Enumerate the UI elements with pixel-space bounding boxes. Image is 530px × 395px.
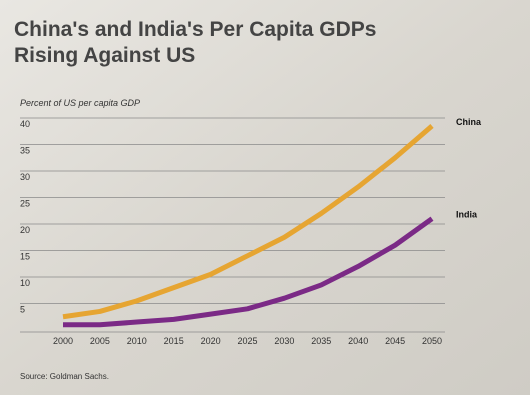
y-axis-label: Percent of US per capita GDP [20, 98, 140, 108]
series-label: India [456, 210, 478, 220]
x-tick-label: 2010 [127, 336, 147, 346]
x-tick-label: 2025 [237, 336, 257, 346]
chart-title: China's and India's Per Capita GDPs Risin… [14, 18, 376, 67]
y-tick-label: 5 [20, 305, 25, 315]
y-tick-label: 10 [20, 278, 30, 288]
x-tick-label: 2005 [90, 336, 110, 346]
y-tick-label: 30 [20, 172, 30, 182]
series-line [63, 216, 434, 328]
source: Source: Goldman Sachs. [20, 372, 109, 381]
title-text: China's and India's Per Capita GDPs Risin… [14, 18, 376, 67]
y-tick-label: 35 [20, 146, 30, 156]
y-tick-label: 20 [20, 225, 30, 235]
y-tick-label: 25 [20, 199, 30, 209]
x-tick-label: 2050 [422, 336, 442, 346]
series-line [62, 124, 434, 320]
series-label: China [456, 117, 482, 127]
x-tick-label: 2000 [53, 336, 73, 346]
x-tick-label: 2030 [274, 336, 294, 346]
x-tick-label: 2020 [201, 336, 221, 346]
y-tick-label: 15 [20, 252, 30, 262]
x-tick-label: 2035 [311, 336, 331, 346]
x-tick-label: 2045 [385, 336, 405, 346]
x-tick-label: 2015 [164, 336, 184, 346]
y-tick-label: 40 [20, 119, 30, 129]
x-tick-label: 2040 [348, 336, 368, 346]
